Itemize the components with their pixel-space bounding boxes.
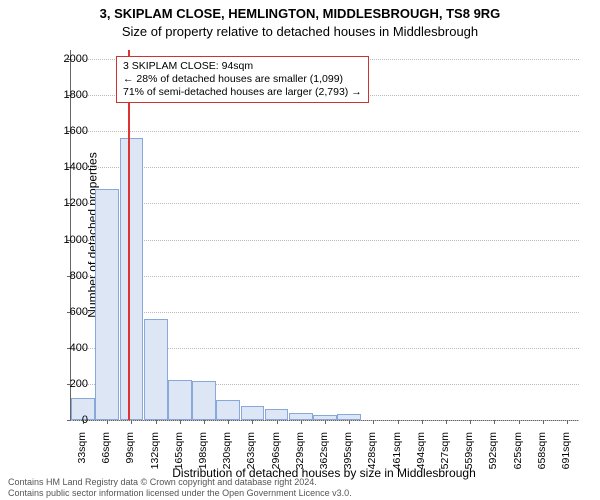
histogram-bar [144, 319, 168, 420]
chart-title-sub: Size of property relative to detached ho… [0, 24, 600, 39]
chart-title-main: 3, SKIPLAM CLOSE, HEMLINGTON, MIDDLESBRO… [0, 6, 600, 21]
histogram-bar [168, 380, 192, 420]
histogram-bar [241, 406, 265, 420]
y-tick-label: 600 [38, 306, 88, 318]
y-tick-label: 1800 [38, 89, 88, 101]
histogram-bar [95, 189, 119, 420]
y-tick-label: 400 [38, 342, 88, 354]
y-tick-label: 2000 [38, 53, 88, 65]
histogram-bar [120, 138, 144, 420]
gridline [71, 167, 579, 168]
chart-container: 3, SKIPLAM CLOSE, HEMLINGTON, MIDDLESBRO… [0, 0, 600, 500]
annotation-line3: 71% of semi-detached houses are larger (… [123, 86, 362, 99]
y-tick-label: 200 [38, 378, 88, 390]
histogram-bar [216, 400, 240, 420]
y-tick-label: 1200 [38, 197, 88, 209]
gridline [71, 312, 579, 313]
gridline [71, 131, 579, 132]
footer-line2: Contains public sector information licen… [8, 488, 352, 498]
plot-area: 3 SKIPLAM CLOSE: 94sqm ← 28% of detached… [70, 50, 579, 421]
annotation-line2: ← 28% of detached houses are smaller (1,… [123, 73, 362, 86]
histogram-bar [265, 409, 289, 420]
y-tick-label: 800 [38, 270, 88, 282]
y-tick-label: 1600 [38, 125, 88, 137]
y-tick-label: 1400 [38, 161, 88, 173]
gridline [71, 240, 579, 241]
footer-text: Contains HM Land Registry data © Crown c… [8, 477, 352, 498]
y-tick-label: 0 [38, 414, 88, 426]
histogram-bar [192, 381, 216, 420]
y-tick-label: 1000 [38, 234, 88, 246]
gridline [71, 203, 579, 204]
annotation-line1: 3 SKIPLAM CLOSE: 94sqm [123, 60, 362, 73]
footer-line1: Contains HM Land Registry data © Crown c… [8, 477, 352, 487]
property-marker-line [128, 50, 130, 420]
histogram-bar [289, 413, 313, 420]
annotation-box: 3 SKIPLAM CLOSE: 94sqm ← 28% of detached… [116, 56, 369, 103]
gridline [71, 276, 579, 277]
